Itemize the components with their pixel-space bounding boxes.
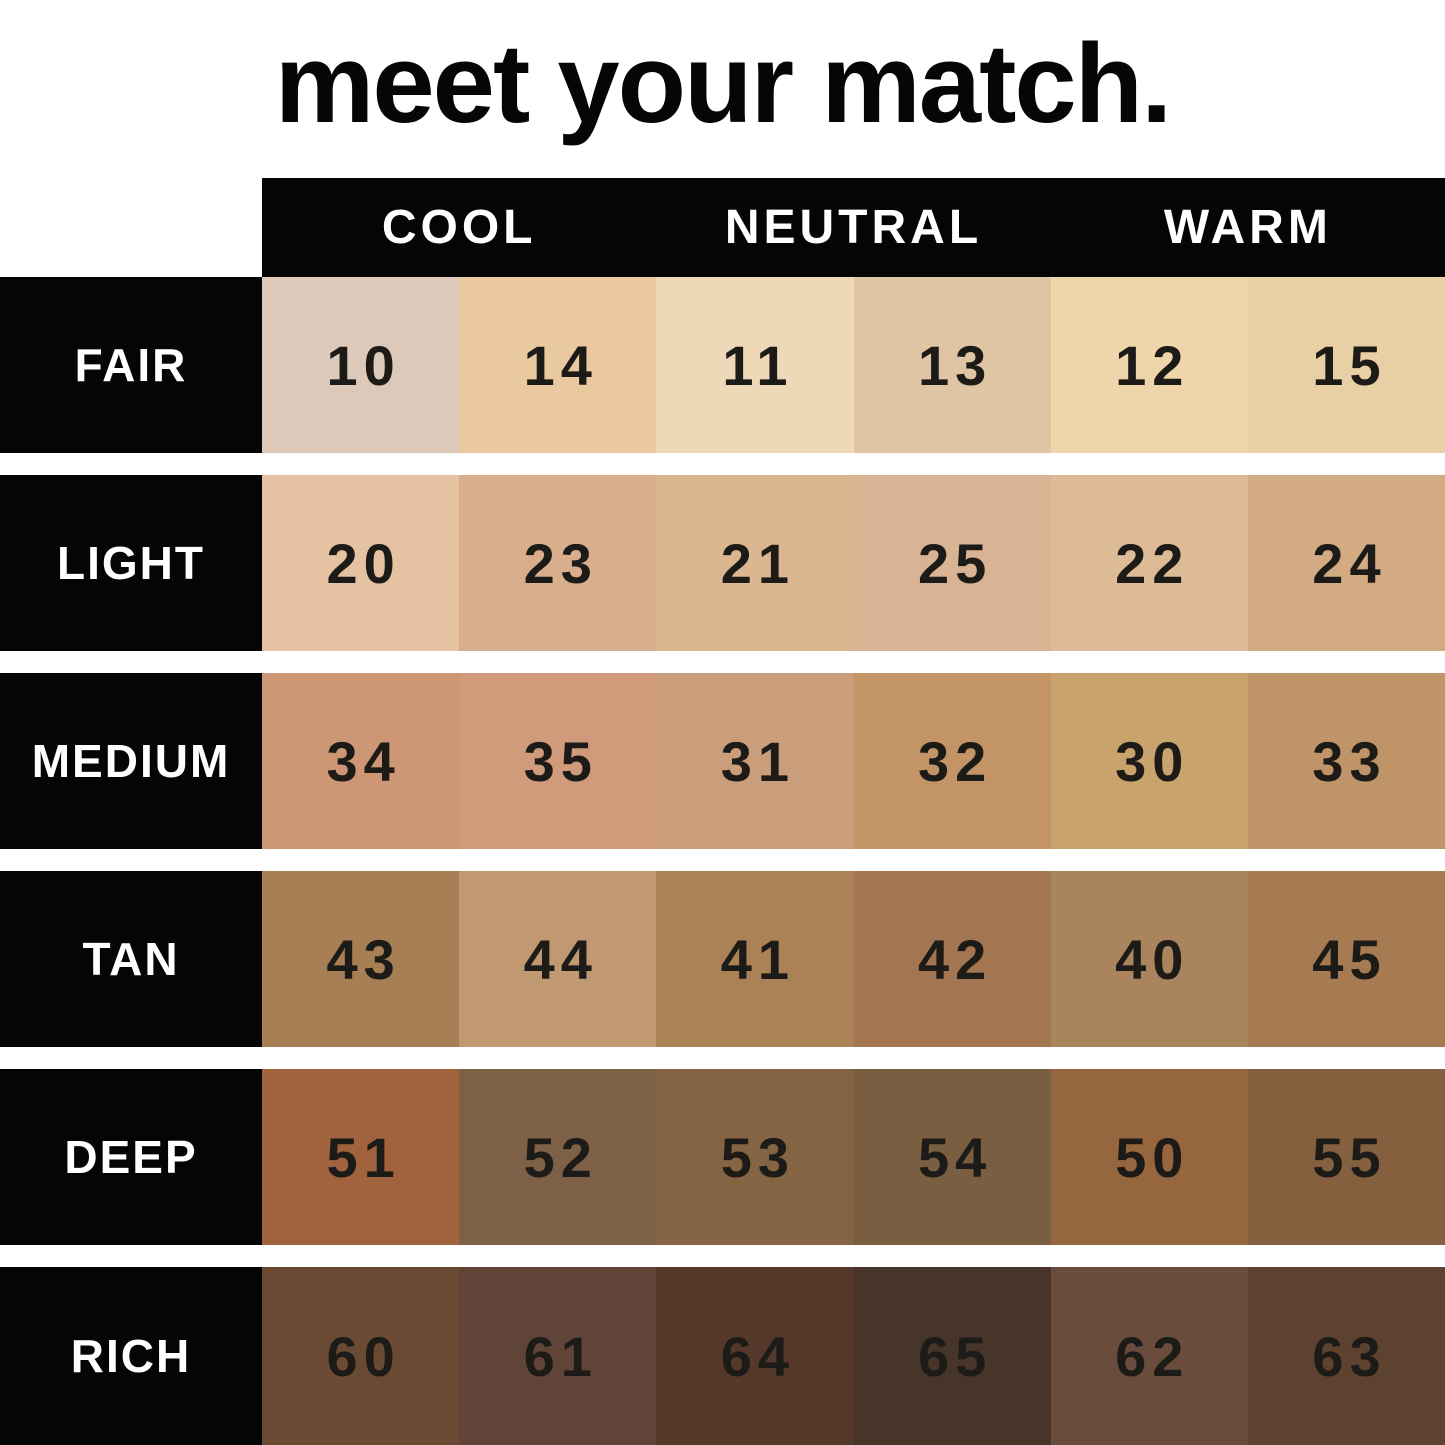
- shade-swatch-55: 55: [1247, 1069, 1445, 1245]
- undertone-header-bar: COOL NEUTRAL WARM: [262, 178, 1445, 277]
- shade-swatch-61: 61: [459, 1267, 657, 1445]
- header-col-cool: COOL: [381, 201, 537, 254]
- shade-swatch-23: 23: [459, 475, 657, 651]
- shade-swatch-44: 44: [459, 871, 657, 1047]
- shade-swatch-30: 30: [1050, 673, 1248, 849]
- shade-row-tan: TAN 43 44 41 42 40 45: [0, 871, 1445, 1047]
- shade-swatch-24: 24: [1247, 475, 1445, 651]
- shade-swatch-50: 50: [1050, 1069, 1248, 1245]
- shade-swatch-34: 34: [262, 673, 460, 849]
- shade-swatch-14: 14: [459, 277, 657, 453]
- row-label-medium: MEDIUM: [0, 673, 262, 849]
- shade-swatch-52: 52: [459, 1069, 657, 1245]
- shade-swatch-43: 43: [262, 871, 460, 1047]
- shade-swatch-15: 15: [1247, 277, 1445, 453]
- row-label-fair: FAIR: [0, 277, 262, 453]
- shade-row-fair: FAIR 10 14 11 13 12 15: [0, 277, 1445, 453]
- shade-row-rich: RICH 60 61 64 65 62 63: [0, 1267, 1445, 1445]
- shade-swatch-25: 25: [853, 475, 1051, 651]
- shade-swatch-45: 45: [1247, 871, 1445, 1047]
- page-title: meet your match.: [274, 21, 1172, 146]
- shade-swatch-40: 40: [1050, 871, 1248, 1047]
- shade-swatch-35: 35: [459, 673, 657, 849]
- shade-swatch-21: 21: [656, 475, 854, 651]
- row-label-deep: DEEP: [0, 1069, 262, 1245]
- shade-swatch-11: 11: [656, 277, 854, 453]
- shade-swatch-53: 53: [656, 1069, 854, 1245]
- shade-swatch-42: 42: [853, 871, 1051, 1047]
- title-area: meet your match.: [0, 0, 1445, 178]
- header-col-warm: WARM: [1163, 201, 1332, 254]
- shade-swatch-31: 31: [656, 673, 854, 849]
- header-col-neutral: NEUTRAL: [724, 201, 983, 254]
- shade-swatch-64: 64: [656, 1267, 854, 1445]
- shade-swatch-54: 54: [853, 1069, 1051, 1245]
- shade-swatch-10: 10: [262, 277, 460, 453]
- row-label-rich: RICH: [0, 1267, 262, 1445]
- shade-swatch-33: 33: [1247, 673, 1445, 849]
- shade-swatch-13: 13: [853, 277, 1051, 453]
- shade-row-light: LIGHT 20 23 21 25 22 24: [0, 475, 1445, 651]
- shade-swatch-20: 20: [262, 475, 460, 651]
- shade-swatch-62: 62: [1050, 1267, 1248, 1445]
- shade-swatch-60: 60: [262, 1267, 460, 1445]
- shade-swatch-51: 51: [262, 1069, 460, 1245]
- header-spacer: [0, 178, 262, 277]
- row-label-tan: TAN: [0, 871, 262, 1047]
- row-label-light: LIGHT: [0, 475, 262, 651]
- shade-row-deep: DEEP 51 52 53 54 50 55: [0, 1069, 1445, 1245]
- undertone-header-row: COOL NEUTRAL WARM: [0, 178, 1445, 277]
- shade-row-medium: MEDIUM 34 35 31 32 30 33: [0, 673, 1445, 849]
- shade-swatch-12: 12: [1050, 277, 1248, 453]
- shade-swatch-63: 63: [1247, 1267, 1445, 1445]
- shade-swatch-32: 32: [853, 673, 1051, 849]
- shade-swatch-41: 41: [656, 871, 854, 1047]
- shade-swatch-22: 22: [1050, 475, 1248, 651]
- shade-swatch-65: 65: [853, 1267, 1051, 1445]
